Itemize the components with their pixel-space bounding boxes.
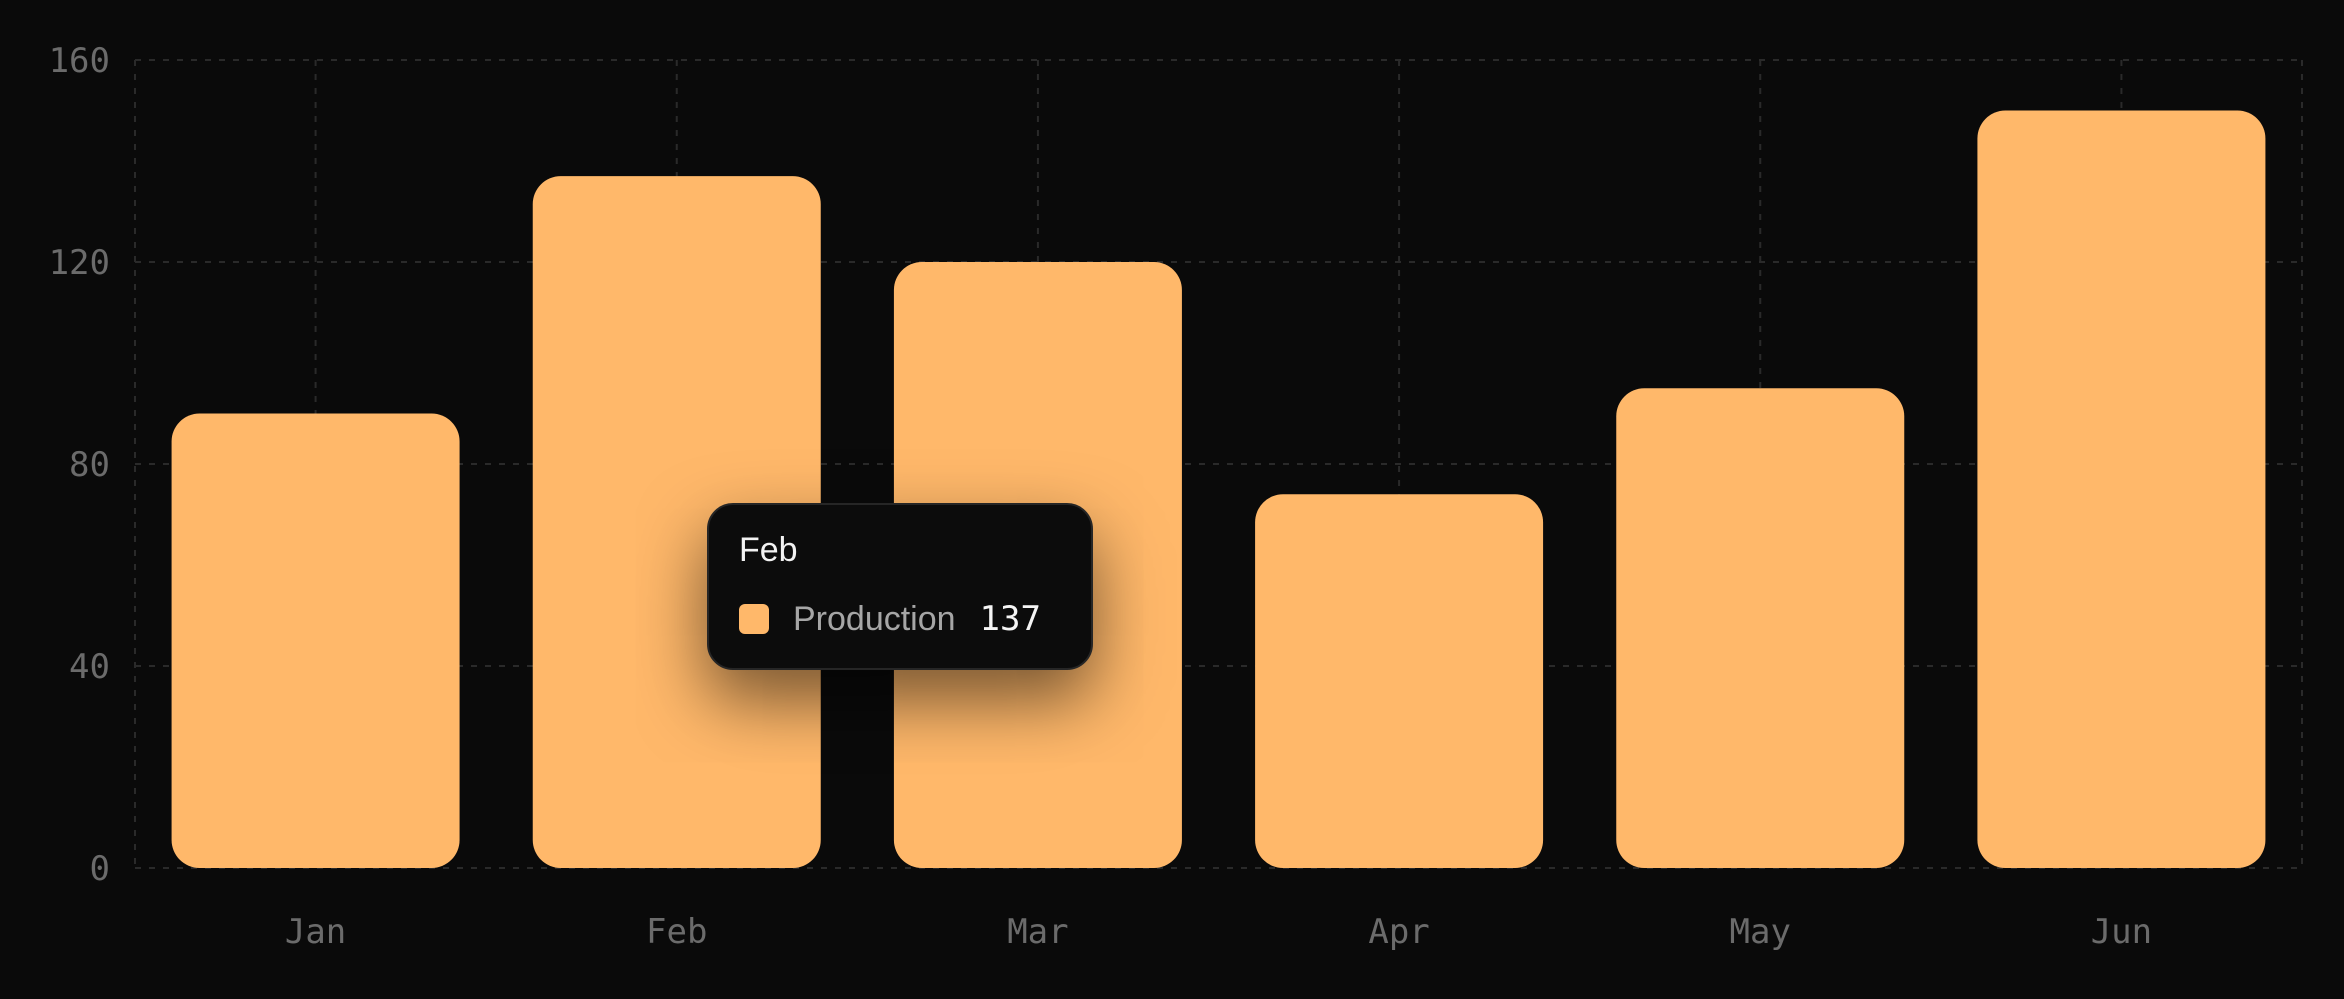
x-axis-labels: Jan Feb Mar Apr May Jun <box>285 912 2152 952</box>
x-tick-label-may: May <box>1730 912 1791 952</box>
y-tick-label-3: 120 <box>49 243 110 283</box>
bar-apr <box>1255 494 1544 868</box>
y-tick-label-0: 0 <box>90 849 110 889</box>
tooltip-row: Production 137 <box>739 599 1061 639</box>
x-tick-label-feb: Feb <box>646 912 707 952</box>
series-swatch-icon <box>739 604 769 634</box>
y-tick-label-2: 80 <box>69 445 110 485</box>
x-tick-label-mar: Mar <box>1007 912 1068 952</box>
bar-may <box>1616 388 1905 868</box>
y-axis-labels: 0 40 80 120 160 <box>49 41 110 889</box>
x-tick-label-apr: Apr <box>1368 912 1429 952</box>
grid-lines <box>134 59 2303 869</box>
bar-feb <box>532 176 821 868</box>
tooltip-series-value: 137 <box>979 599 1041 639</box>
x-tick-label-jan: Jan <box>285 912 346 952</box>
y-tick-label-4: 160 <box>49 41 110 81</box>
y-tick-label-1: 40 <box>69 647 110 687</box>
bar-jan <box>171 413 460 868</box>
bar-jun <box>1977 110 2266 868</box>
chart-tooltip: Feb Production 137 <box>707 503 1093 670</box>
x-tick-label-jun: Jun <box>2091 912 2152 952</box>
tooltip-title: Feb <box>739 531 798 569</box>
tooltip-series-name: Production <box>793 599 956 638</box>
bars <box>171 110 2266 868</box>
